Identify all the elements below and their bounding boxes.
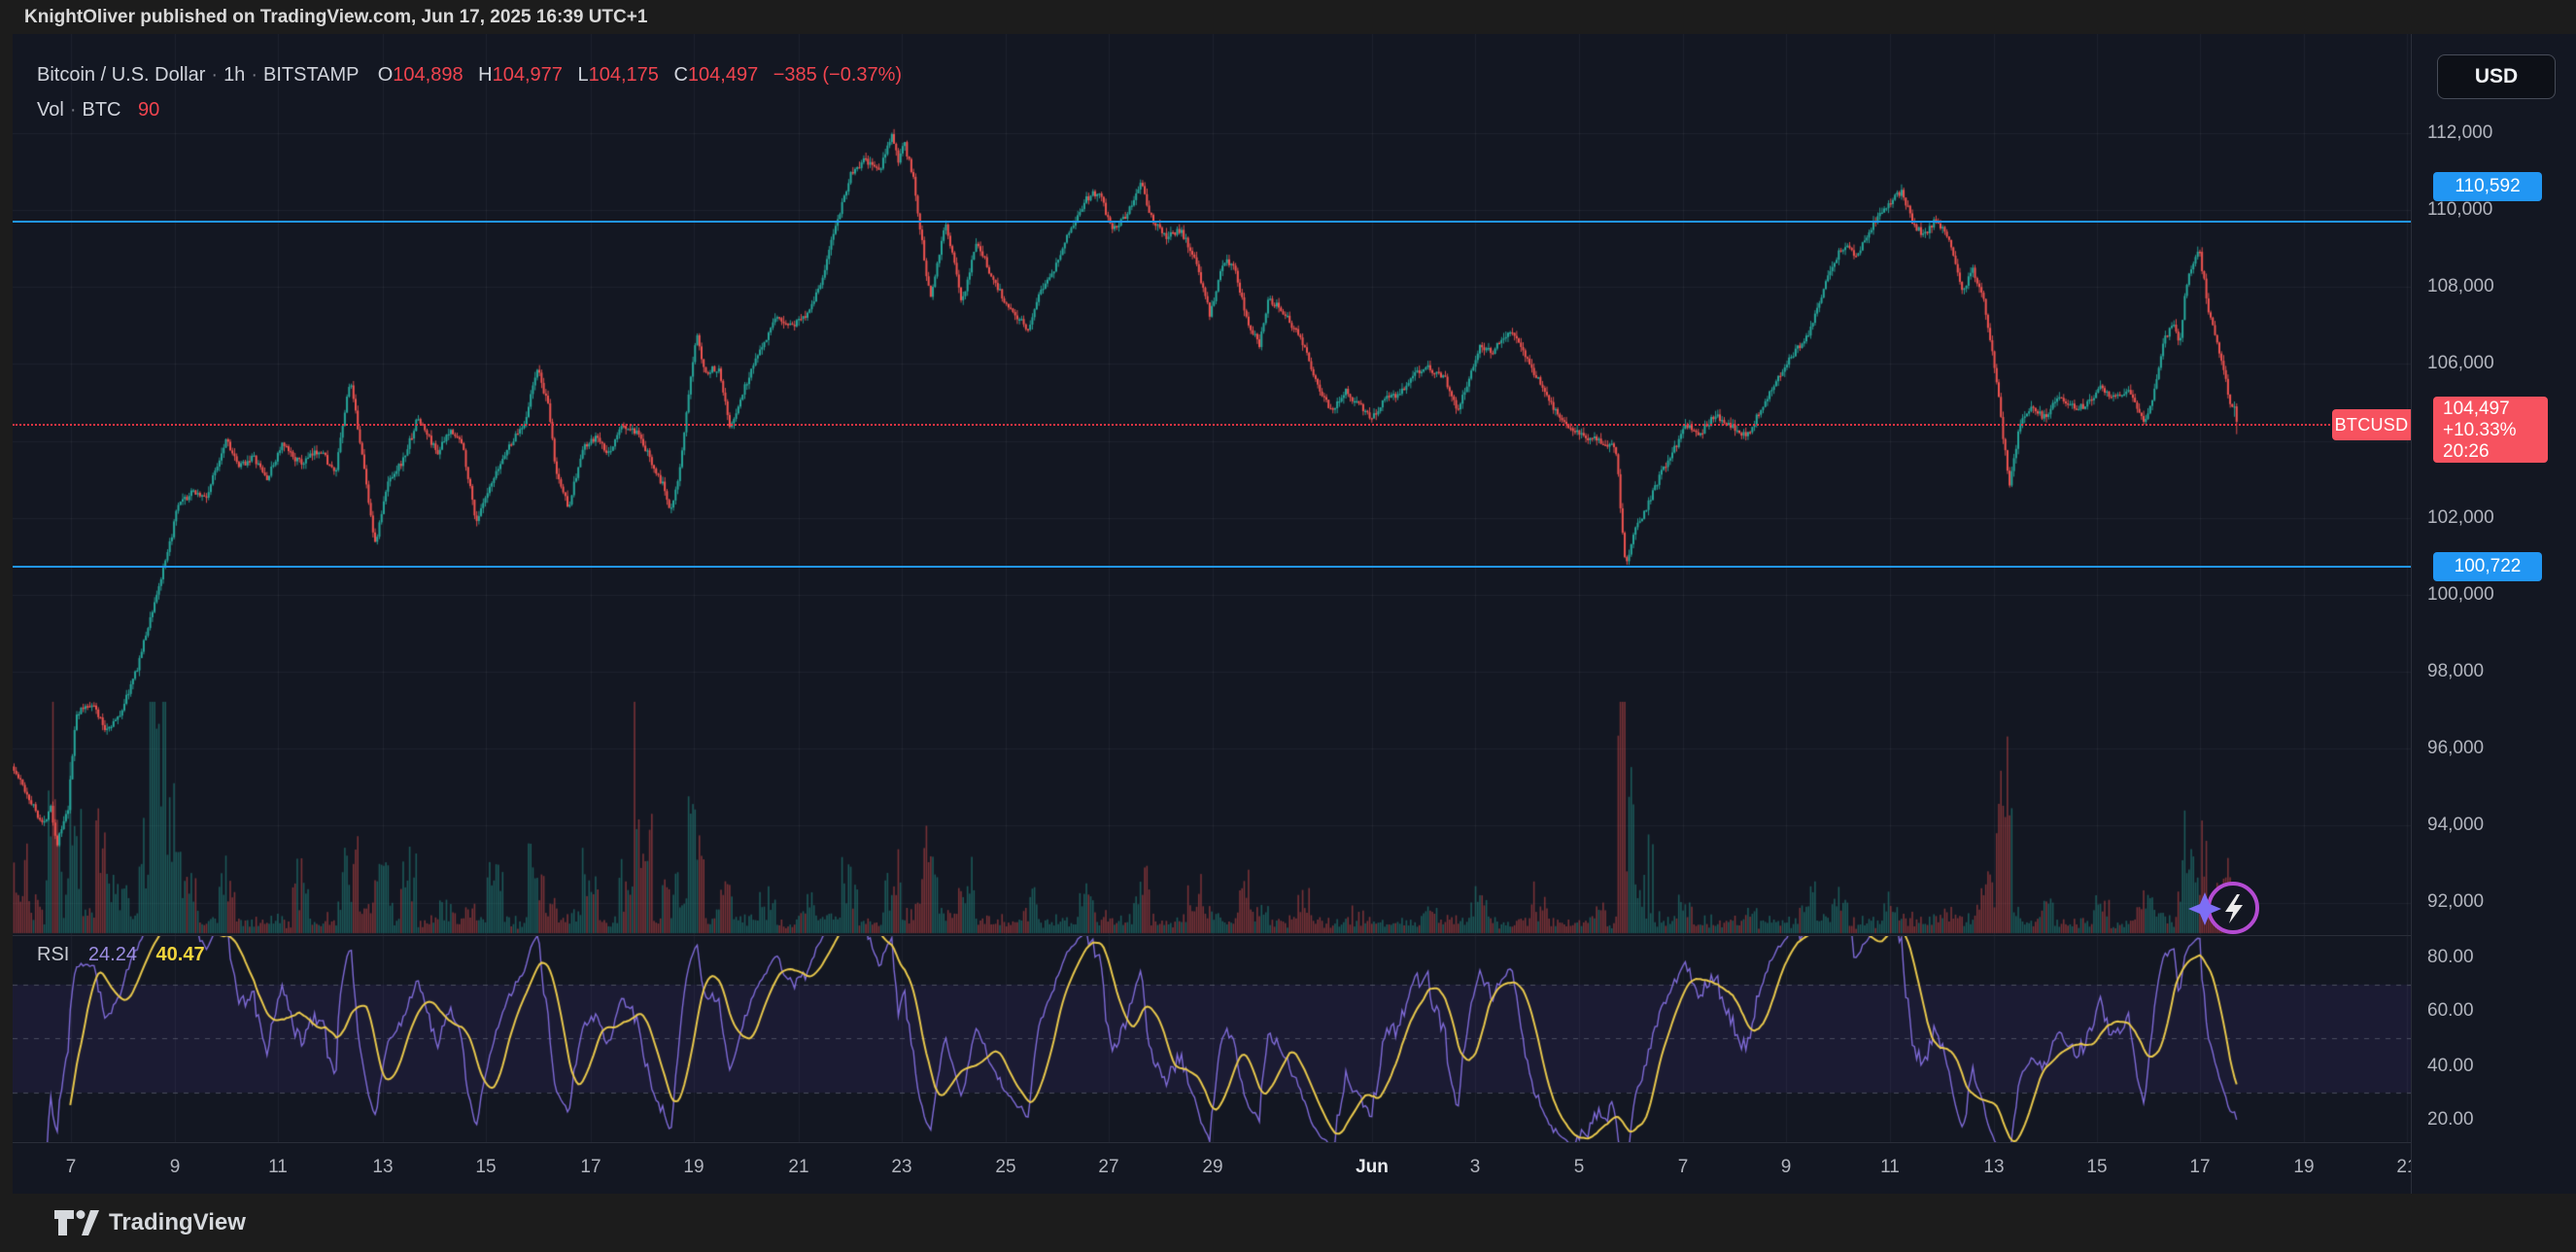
axis-tick-label: 92,000 [2427, 891, 2485, 912]
time-tick-label: 19 [2293, 1157, 2315, 1177]
volume-unit: BTC [82, 99, 121, 121]
rsi-ma-value: 40.47 [155, 944, 205, 965]
tradingview-brand-text[interactable]: TradingView [109, 1209, 246, 1235]
candlestick-canvas[interactable] [13, 34, 2411, 935]
axis-tick-label: 110,000 [2427, 199, 2493, 220]
tradingview-logo-icon[interactable] [53, 1208, 100, 1237]
symbol-legend-row[interactable]: Bitcoin / U.S. Dollar · 1h · BITSTAMP O104,8… [37, 64, 903, 86]
upper-alert-line[interactable] [13, 221, 2411, 223]
time-tick-label: 17 [2189, 1157, 2211, 1177]
publish-status-text: KnightOliver published on TradingView.co… [24, 7, 648, 27]
lower-alert-price-label[interactable]: 100,722 [2433, 552, 2542, 581]
axis-tick-label: 60.00 [2427, 1000, 2474, 1021]
time-tick-label: 9 [169, 1157, 181, 1177]
currency-toggle-button[interactable]: USD [2437, 54, 2556, 99]
time-tick-label: 11 [268, 1157, 288, 1177]
axis-tick-label: 100,000 [2427, 584, 2494, 605]
time-tick-label: 5 [1573, 1157, 1585, 1177]
lightning-bolt-icon [2225, 894, 2243, 923]
time-axis[interactable]: 7 9 11 13 15 17 19 21 23 25 27 29 Jun 3 5 7 9 11 13 15 17 19 2… [13, 1143, 2411, 1194]
ohlc-open-letter: O [377, 64, 394, 86]
axis-tick-label: 112,000 [2427, 122, 2493, 143]
time-tick-label: 29 [1202, 1157, 1223, 1177]
time-tick-label: 13 [1983, 1157, 2005, 1177]
rsi-value: 24.24 [87, 944, 137, 965]
pane-divider[interactable] [13, 935, 2411, 936]
ohlc-low-letter: L [577, 64, 589, 86]
volume-legend-row[interactable]: Vol · BTC 90 [37, 99, 160, 121]
volume-label: Vol [37, 99, 64, 121]
change-value: −385 (−0.37%) [773, 64, 903, 86]
symbol-price-tag[interactable]: BTCUSD [2332, 409, 2411, 440]
upper-alert-price-label[interactable]: 110,592 [2433, 172, 2542, 201]
axis-tick-label: 106,000 [2427, 353, 2494, 373]
time-tick-label: Jun [1356, 1157, 1389, 1177]
price-plot-area[interactable]: Bitcoin / U.S. Dollar · 1h · BITSTAMP O104,8… [13, 34, 2411, 1194]
time-tick-label: 23 [891, 1157, 912, 1177]
price-axis-panel[interactable]: USD 110,592 100,722 104,497 +10.33% 20:2… [2411, 34, 2576, 1194]
time-tick-label: 19 [683, 1157, 704, 1177]
time-tick-label: 17 [580, 1157, 601, 1177]
footer-bar: TradingView [0, 1194, 2576, 1252]
ohlc-low-value: 104,175 [588, 64, 659, 86]
symbol-name[interactable]: Bitcoin / U.S. Dollar [37, 64, 206, 86]
time-tick-label: 25 [995, 1157, 1016, 1177]
axis-tick-label: 98,000 [2427, 661, 2485, 681]
lower-alert-line[interactable] [13, 566, 2411, 568]
rsi-canvas[interactable] [13, 936, 2411, 1143]
time-tick-label: 27 [1098, 1157, 1119, 1177]
ai-assistant-icon[interactable] [2184, 873, 2264, 945]
volume-value: 90 [138, 99, 160, 121]
time-tick-label: 11 [1880, 1157, 1900, 1177]
sparkle-icon [2188, 892, 2221, 925]
time-tick-label: 21 [2396, 1157, 2411, 1177]
chart-container: Bitcoin / U.S. Dollar · 1h · BITSTAMP O104,8… [0, 34, 2576, 1194]
left-gutter [0, 34, 13, 1194]
axis-tick-label: 80.00 [2427, 947, 2474, 967]
time-tick-label: 7 [65, 1157, 77, 1177]
current-price-line [13, 424, 2411, 426]
chart-legend[interactable]: Bitcoin / U.S. Dollar · 1h · BITSTAMP O104,8… [37, 64, 903, 136]
last-price-percent: +10.33% [2443, 420, 2517, 440]
time-tick-label: 21 [788, 1157, 809, 1177]
ohlc-high-value: 104,977 [492, 64, 563, 86]
ohlc-close-letter: C [673, 64, 688, 86]
last-price-label[interactable]: 104,497 +10.33% 20:26 [2433, 397, 2548, 463]
time-tick-label: 15 [475, 1157, 497, 1177]
time-tick-label: 3 [1469, 1157, 1481, 1177]
pane-divider[interactable] [13, 1142, 2411, 1143]
time-tick-label: 7 [1677, 1157, 1689, 1177]
interval-label[interactable]: 1h [223, 64, 246, 86]
time-tick-label: 9 [1780, 1157, 1792, 1177]
ohlc-close-value: 104,497 [687, 64, 759, 86]
rsi-label[interactable]: RSI [37, 944, 70, 965]
axis-tick-label: 94,000 [2427, 815, 2485, 835]
axis-tick-label: 40.00 [2427, 1056, 2474, 1076]
axis-tick-label: 102,000 [2427, 507, 2494, 528]
publish-status-bar: KnightOliver published on TradingView.co… [0, 0, 2576, 34]
rsi-legend[interactable]: RSI 24.24 40.47 [37, 944, 205, 966]
axis-tick-label: 96,000 [2427, 738, 2485, 758]
time-tick-label: 13 [372, 1157, 394, 1177]
exchange-label[interactable]: BITSTAMP [262, 64, 360, 86]
axis-tick-label: 20.00 [2427, 1109, 2474, 1130]
ohlc-open-value: 104,898 [393, 64, 464, 86]
ohlc-high-letter: H [478, 64, 493, 86]
time-tick-label: 15 [2086, 1157, 2108, 1177]
last-price-value: 104,497 [2443, 399, 2510, 419]
axis-tick-label: 108,000 [2427, 276, 2494, 296]
bar-countdown: 20:26 [2443, 441, 2490, 462]
